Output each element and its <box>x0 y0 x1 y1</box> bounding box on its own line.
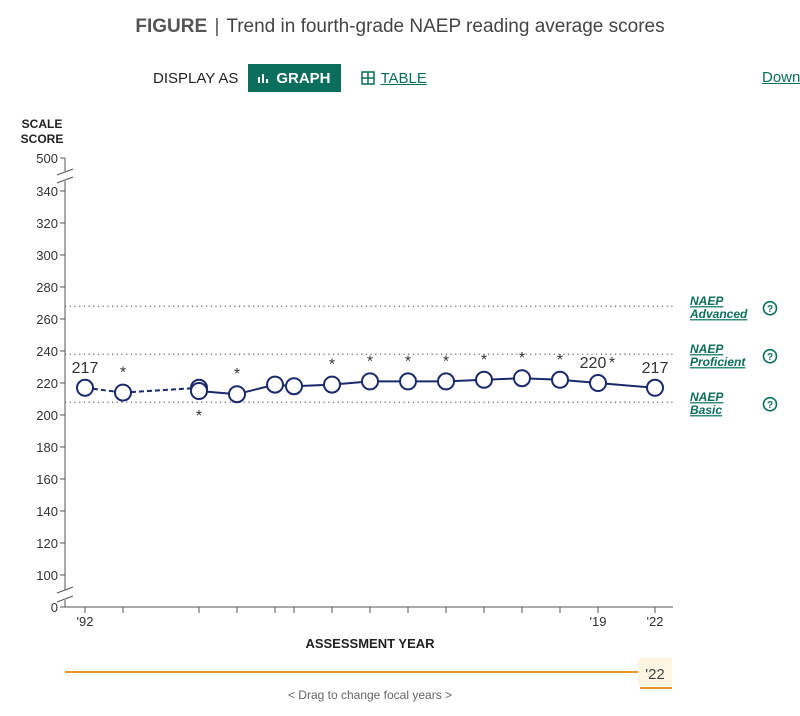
axes: SCALE SCORE ASSESSMENT YEAR 0 100 120 140 16… <box>21 117 673 651</box>
data-labels: 217 220 217 * * * * * * * * * * * <box>72 350 669 425</box>
y-tick-label: 240 <box>36 344 58 359</box>
figure-separator: | <box>214 16 220 37</box>
slider-handle[interactable] <box>638 658 672 686</box>
significance-marker: * <box>367 353 373 370</box>
data-point <box>285 377 303 396</box>
download-link[interactable]: Down <box>762 69 800 86</box>
series-segment <box>84 386 124 394</box>
help-icon-circle <box>762 396 778 412</box>
figure-title: FIGURE | Trend in fourth-grade NAEP read… <box>0 16 800 38</box>
help-icon-glyph: ? <box>767 352 773 363</box>
table-grid-icon <box>360 71 375 85</box>
y-tick-label: 0 <box>51 600 58 615</box>
data-point <box>266 375 284 394</box>
help-icon[interactable]: ? <box>762 300 778 316</box>
y-axis-label-line2: SCORE <box>21 132 64 146</box>
significance-marker: * <box>234 366 240 383</box>
significance-marker: * <box>557 352 563 369</box>
reference-label-line2: Basic <box>690 403 722 417</box>
x-tick-label: '19 <box>590 614 607 629</box>
data-point <box>646 378 664 397</box>
y-tick-label: 200 <box>36 408 58 423</box>
figure-label: FIGURE <box>135 16 208 37</box>
significance-marker: * <box>405 353 411 370</box>
significance-marker: * <box>120 365 126 382</box>
axis-break-mark <box>56 168 74 176</box>
data-label: 217 <box>72 360 99 377</box>
y-tick-label: 220 <box>36 376 58 391</box>
data-point <box>76 378 94 397</box>
series <box>76 369 664 404</box>
focal-year-slider[interactable]: '22 <box>65 658 672 689</box>
axis-break-mark <box>56 595 74 603</box>
data-label: 217 <box>642 360 669 377</box>
reference-label-line1: NAEP <box>690 342 724 356</box>
help-icon-circle <box>762 348 778 364</box>
help-icon-circle <box>762 300 778 316</box>
data-point <box>361 372 379 391</box>
significance-marker: * <box>443 353 449 370</box>
y-tick-label: 160 <box>36 472 58 487</box>
reference-label-line2: Advanced <box>689 307 748 321</box>
y-tick-label: 280 <box>36 280 58 295</box>
display-as-label: DISPLAY AS <box>153 69 239 87</box>
y-tick-label: 320 <box>36 216 58 231</box>
help-icon[interactable]: ? <box>762 348 778 364</box>
help-icon-glyph: ? <box>767 400 773 411</box>
data-point <box>551 370 569 389</box>
x-tick-label: '22 <box>647 614 664 629</box>
display-toggle: DISPLAY AS GRAPH TABLE <box>153 64 427 92</box>
axis-break-mark <box>56 586 74 594</box>
series-segment <box>122 386 200 394</box>
axis-break-mark <box>56 176 74 184</box>
data-point <box>228 385 246 404</box>
help-icon[interactable]: ? <box>762 396 778 412</box>
y-tick-label: 120 <box>36 536 58 551</box>
reference-label-line2: Proficient <box>690 355 746 369</box>
y-tick-label: 260 <box>36 312 58 327</box>
y-tick-label: 180 <box>36 440 58 455</box>
data-point <box>437 372 455 391</box>
data-point <box>114 383 132 402</box>
drag-hint: < Drag to change focal years > <box>287 688 453 702</box>
data-label: 220 <box>580 355 607 372</box>
table-button[interactable]: TABLE <box>360 69 427 87</box>
data-point <box>475 370 493 389</box>
table-button-label: TABLE <box>380 69 427 87</box>
data-point <box>399 372 417 391</box>
figure-title-text: Trend in fourth-grade NAEP reading avera… <box>226 16 665 37</box>
data-point <box>513 369 531 388</box>
significance-marker: * <box>609 355 615 372</box>
y-tick-label: 500 <box>36 151 58 166</box>
reference-label-line1: NAEP <box>690 390 724 404</box>
y-axis-label-line1: SCALE <box>22 117 63 131</box>
y-tick-label: 300 <box>36 248 58 263</box>
x-axis-label: ASSESSMENT YEAR <box>305 636 435 651</box>
x-tick-label: '92 <box>77 614 94 629</box>
y-tick-label: 140 <box>36 504 58 519</box>
y-tick-label: 340 <box>36 184 58 199</box>
significance-marker: * <box>481 352 487 369</box>
bar-chart-icon <box>258 74 269 83</box>
data-point <box>323 375 341 394</box>
data-point <box>190 382 208 400</box>
reference-label-line1: NAEP <box>690 294 724 308</box>
data-point <box>589 374 607 392</box>
y-tick-label: 100 <box>36 568 58 583</box>
graph-button[interactable]: GRAPH <box>248 64 341 92</box>
significance-marker: * <box>329 357 335 374</box>
significance-marker: * <box>519 350 525 367</box>
significance-marker: * <box>196 408 202 425</box>
help-icon-glyph: ? <box>767 304 773 315</box>
series-segment <box>597 382 656 389</box>
slider-focal-year: '22 <box>645 666 665 683</box>
graph-button-label: GRAPH <box>276 69 331 87</box>
